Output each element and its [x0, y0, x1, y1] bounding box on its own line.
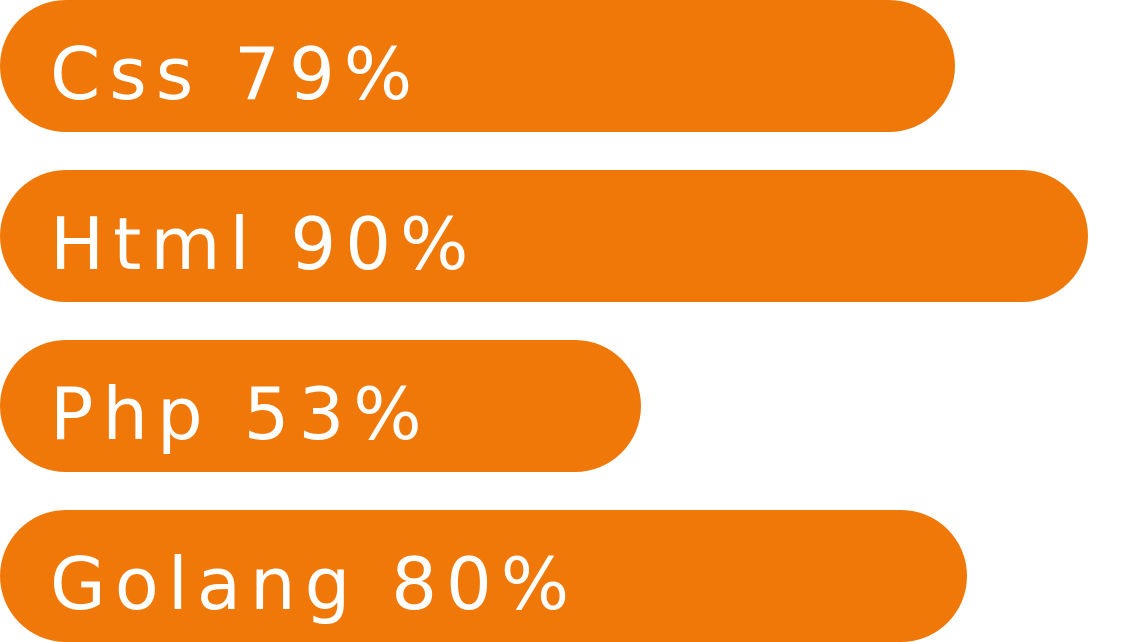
skill-label-css: Css 79%: [50, 32, 422, 116]
skill-label-php: Php 53%: [50, 372, 431, 456]
skill-bar-css: Css 79%: [0, 0, 955, 132]
skill-bar-php: Php 53%: [0, 340, 641, 472]
skill-bar-golang: Golang 80%: [0, 510, 967, 642]
skill-label-golang: Golang 80%: [50, 542, 579, 626]
skill-label-html: Html 90%: [50, 202, 478, 286]
skill-bar-html: Html 90%: [0, 170, 1088, 302]
